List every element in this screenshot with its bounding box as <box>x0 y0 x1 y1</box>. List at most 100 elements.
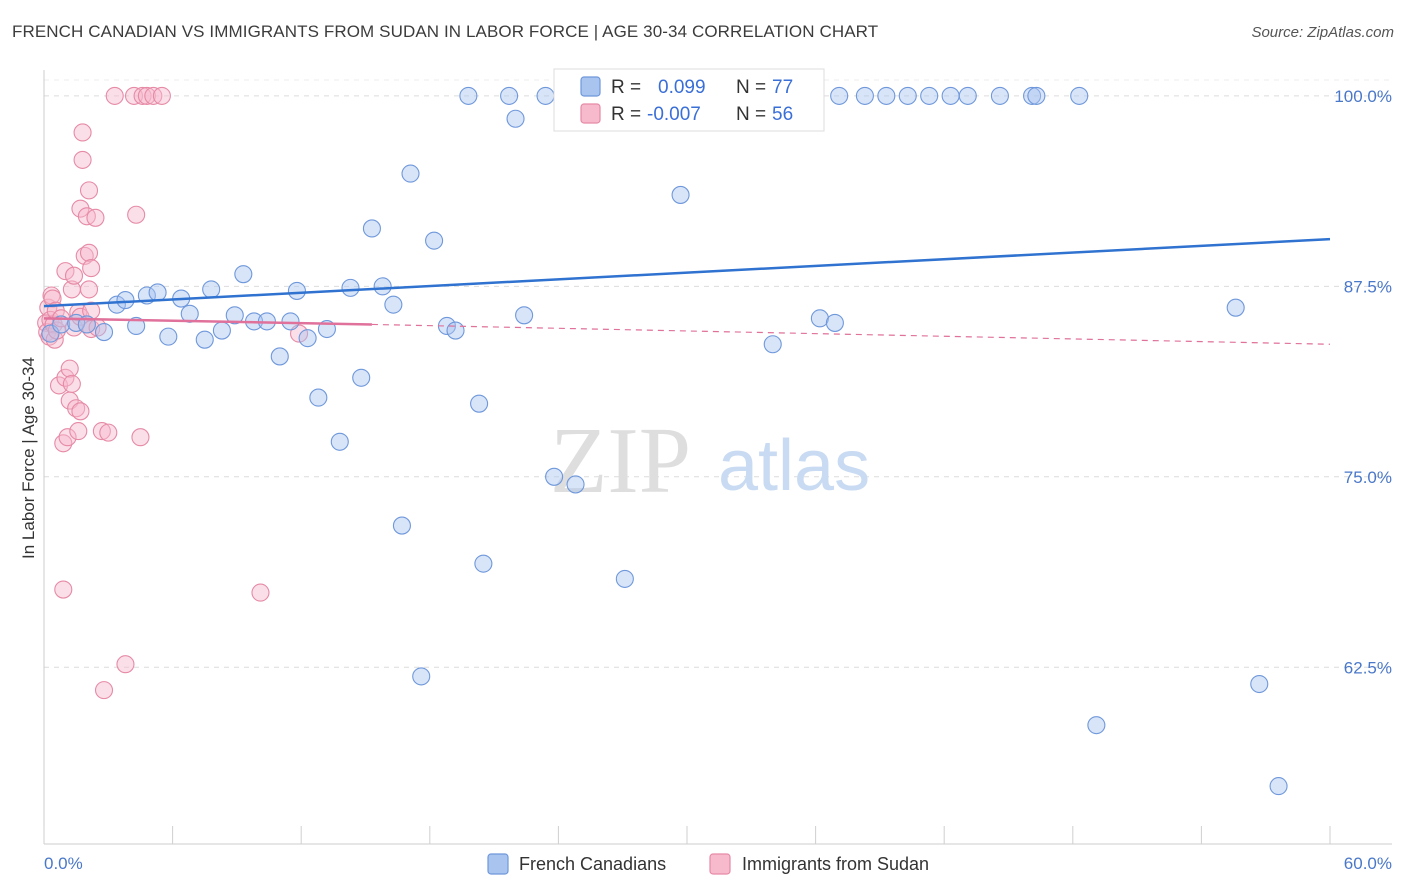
axes <box>43 70 1392 845</box>
data-point-french <box>1226 298 1245 317</box>
data-point-french <box>107 295 126 314</box>
y-tick-label: 75.0% <box>1344 468 1392 487</box>
data-point-french <box>52 315 71 334</box>
data-point-french <box>116 291 135 310</box>
data-point-french <box>470 394 489 413</box>
series-sudan-points <box>37 86 309 700</box>
data-point-french <box>615 569 634 588</box>
data-point-french <box>1023 86 1042 105</box>
data-point-french <box>1070 86 1089 105</box>
data-point-french <box>287 281 306 300</box>
x-tick-label-max: 60.0% <box>1344 854 1392 873</box>
trendline-french <box>43 237 1331 308</box>
data-point-french <box>825 313 844 332</box>
data-point-french <box>202 280 221 299</box>
data-point-sudan <box>105 86 124 105</box>
x-tick-label-min: 0.0% <box>44 854 83 873</box>
data-point-sudan <box>73 150 92 169</box>
trendlines <box>43 237 1331 345</box>
data-point-sudan <box>127 205 146 224</box>
bottom-legend-swatch-sudan <box>709 853 731 875</box>
legend-n-label-sudan: N = <box>736 104 766 125</box>
data-point-french <box>898 86 917 105</box>
data-point-french <box>392 516 411 535</box>
data-point-french <box>401 164 420 183</box>
data-point-sudan <box>92 422 111 441</box>
data-point-french <box>412 667 431 686</box>
legend-top: R = 0.099 N = 77 R = -0.007 N = 56 <box>553 68 825 132</box>
data-point-sudan <box>79 280 99 299</box>
y-axis-label: In Labor Force | Age 30-34 <box>19 357 38 559</box>
watermark-atlas: atlas <box>718 426 870 506</box>
trendline-sudan-extension <box>371 323 1331 345</box>
data-point-french <box>990 86 1009 105</box>
y-tick-labels: 100.0% 87.5% 75.0% 62.5% <box>1334 87 1392 677</box>
data-point-french <box>127 316 146 336</box>
data-point-french <box>225 306 244 325</box>
data-point-french <box>830 86 849 105</box>
data-point-sudan <box>116 655 135 674</box>
data-point-french <box>1087 716 1106 735</box>
data-point-french <box>384 295 403 314</box>
source-label: Source: ZipAtlas.com <box>1251 24 1394 41</box>
data-point-french <box>566 475 585 494</box>
data-point-sudan <box>86 208 105 227</box>
data-point-french <box>545 467 564 486</box>
data-point-french <box>195 330 214 349</box>
data-point-sudan <box>99 423 118 442</box>
data-point-french <box>281 312 300 331</box>
data-point-sudan <box>94 681 114 700</box>
data-point-sudan <box>133 86 152 105</box>
legend-r-label-french: R = <box>611 77 641 98</box>
data-point-french <box>159 327 178 346</box>
data-point-french <box>234 265 253 284</box>
data-point-french <box>330 432 349 451</box>
bottom-legend-label-sudan: Immigrants from Sudan <box>742 854 929 874</box>
legend-swatch-sudan <box>580 103 601 124</box>
data-point-sudan <box>56 262 75 281</box>
legend-r-value-sudan: -0.007 <box>647 104 701 125</box>
data-point-sudan <box>54 580 73 599</box>
data-point-sudan <box>62 374 81 393</box>
trendline-sudan <box>43 317 372 326</box>
legend-bottom: French Canadians Immigrants from Sudan <box>487 853 929 875</box>
data-point-sudan <box>69 422 88 441</box>
data-point-french <box>1269 777 1288 796</box>
data-point-french <box>1250 674 1269 694</box>
data-point-sudan <box>79 181 99 200</box>
data-point-sudan <box>71 199 90 218</box>
data-point-french <box>446 321 465 340</box>
data-point-sudan <box>71 402 90 421</box>
x-tick-marks <box>43 826 1331 844</box>
data-point-french <box>425 231 444 250</box>
data-point-french <box>341 278 360 297</box>
data-point-sudan <box>60 359 79 378</box>
legend-n-value-sudan: 56 <box>772 104 793 125</box>
watermark: ZIP atlas <box>550 409 870 513</box>
data-point-french <box>500 86 519 105</box>
y-tick-label: 100.0% <box>1334 87 1392 106</box>
data-point-french <box>877 86 896 105</box>
watermark-zip: ZIP <box>550 409 691 513</box>
data-point-sudan <box>251 583 270 602</box>
data-point-french <box>459 86 478 105</box>
data-point-french <box>671 185 690 204</box>
data-point-sudan <box>73 123 92 142</box>
data-point-french <box>94 323 114 342</box>
data-point-sudan <box>64 266 84 285</box>
data-point-french <box>309 388 328 407</box>
legend-r-label-sudan: R = <box>611 104 641 125</box>
data-point-french <box>536 86 555 105</box>
chart-title: FRENCH CANADIAN VS IMMIGRANTS FROM SUDAN… <box>12 22 879 41</box>
bottom-legend-swatch-french <box>487 853 509 875</box>
bottom-legend-label-french: French Canadians <box>519 854 666 874</box>
data-point-french <box>1027 86 1046 105</box>
data-point-french <box>373 277 392 296</box>
data-point-sudan <box>82 259 101 278</box>
data-point-french <box>362 219 381 238</box>
data-point-french <box>352 368 371 387</box>
y-tick-label: 62.5% <box>1344 658 1392 677</box>
data-point-french <box>506 109 525 128</box>
data-point-sudan <box>137 86 156 105</box>
